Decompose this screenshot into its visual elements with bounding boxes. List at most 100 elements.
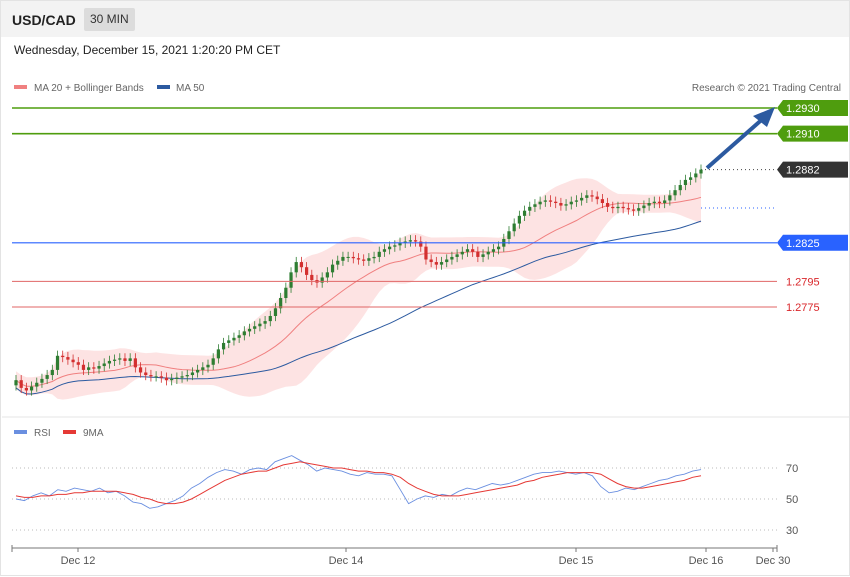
- candle-body: [434, 262, 438, 265]
- candle-body: [190, 372, 195, 376]
- candle-body: [221, 342, 226, 350]
- candle-body: [585, 195, 589, 198]
- candle-body: [87, 367, 91, 370]
- candle-body: [24, 387, 28, 391]
- candle-body: [237, 335, 241, 338]
- candle-body: [507, 231, 511, 239]
- candle-body: [304, 267, 309, 275]
- candle-body: [92, 367, 96, 369]
- candle-body: [170, 378, 174, 381]
- ma50-legend-label: MA 50: [176, 83, 205, 94]
- candle-body: [538, 201, 542, 205]
- credit-text: Research © 2021 Trading Central: [692, 83, 841, 94]
- forecast-arrow-shaft: [705, 114, 768, 170]
- candle-body: [403, 241, 407, 243]
- candle-body: [201, 367, 205, 370]
- candle-body: [616, 206, 620, 209]
- support-1-label: 1.2795: [786, 276, 820, 288]
- candle-body: [128, 358, 132, 361]
- candle-body: [486, 251, 490, 255]
- candle-body: [118, 358, 122, 360]
- candle-body: [66, 357, 70, 360]
- ma50-line: [15, 220, 702, 395]
- candle-body: [40, 378, 44, 383]
- chart-header: USD/CAD 30 MIN: [1, 1, 849, 37]
- rsi-legend-label: RSI: [34, 428, 51, 439]
- rsi-line: [15, 455, 702, 509]
- candle-body: [569, 201, 573, 205]
- candle-body: [175, 377, 179, 379]
- candle-body: [445, 259, 449, 263]
- candle-body: [227, 340, 231, 343]
- candle-body: [253, 326, 257, 329]
- x-tick-label: Dec 15: [559, 555, 594, 567]
- candle-body: [652, 201, 656, 204]
- x-axis: Dec 12 Dec 14 Dec 15 Dec 16 Dec 30: [11, 545, 790, 567]
- candle-body: [626, 208, 630, 210]
- candle-body: [149, 375, 153, 377]
- candle-body: [476, 251, 480, 257]
- candle-body: [55, 355, 60, 370]
- candle-body: [439, 262, 444, 265]
- candle-body: [522, 210, 527, 216]
- candle-body: [294, 262, 298, 273]
- candle-body: [621, 206, 625, 209]
- candle-body: [429, 259, 433, 263]
- candle-body: [450, 256, 454, 260]
- candle-body: [71, 359, 75, 363]
- moving-averages: [15, 169, 777, 395]
- ma20-legend-swatch: [14, 85, 27, 89]
- candle-body: [367, 258, 371, 261]
- candle-body: [678, 185, 682, 191]
- rsi-ma-legend-label: 9MA: [83, 428, 104, 439]
- candle-body: [657, 201, 662, 204]
- candle-body: [481, 254, 485, 257]
- candle-body: [689, 177, 693, 180]
- candle-body: [413, 240, 418, 242]
- candle-body: [574, 200, 579, 202]
- candle-body: [699, 169, 703, 174]
- candle-body: [580, 197, 584, 201]
- candle-body: [112, 359, 117, 361]
- candle-body: [548, 200, 553, 202]
- candle-body: [310, 274, 314, 281]
- timeframe-badge[interactable]: 30 MIN: [84, 8, 135, 31]
- candle-body: [419, 241, 423, 247]
- candle-body: [247, 328, 252, 332]
- candle-body: [97, 366, 101, 369]
- candle-body: [559, 203, 563, 206]
- x-tick-label: Dec 16: [689, 555, 724, 567]
- last-price-label: 1.2882: [786, 165, 820, 177]
- candle-body: [123, 358, 127, 361]
- candle-body: [637, 208, 641, 211]
- candle-body: [362, 259, 366, 261]
- support-2-label: 1.2775: [786, 302, 820, 314]
- bollinger-bands: [16, 171, 701, 400]
- rsi-ma-legend-swatch: [63, 430, 76, 434]
- candle-body: [346, 256, 350, 258]
- candle-body: [242, 331, 246, 336]
- candle-body: [647, 203, 651, 206]
- candle-body: [299, 262, 304, 268]
- candle-body: [273, 308, 278, 316]
- symbol-title: USD/CAD: [12, 12, 76, 28]
- candle-body: [258, 323, 262, 327]
- candle-body: [393, 245, 397, 247]
- candle-body: [325, 272, 329, 278]
- candle-body: [497, 246, 501, 250]
- candle-body: [605, 203, 610, 207]
- rsi-ma-line: [15, 461, 702, 505]
- candle-body: [424, 246, 428, 260]
- ma20-line: [15, 196, 702, 387]
- pivot-label: 1.2825: [786, 238, 820, 250]
- resistance-1-label: 1.2930: [786, 103, 820, 115]
- candle-body: [154, 376, 158, 378]
- candle-body: [138, 367, 143, 373]
- candle-body: [35, 382, 39, 387]
- ma20-legend-label: MA 20 + Bollinger Bands: [34, 83, 144, 94]
- forecast-arrow-head: [753, 107, 775, 127]
- candle-body: [29, 386, 34, 391]
- candle-body: [460, 251, 464, 255]
- candle-body: [590, 195, 594, 197]
